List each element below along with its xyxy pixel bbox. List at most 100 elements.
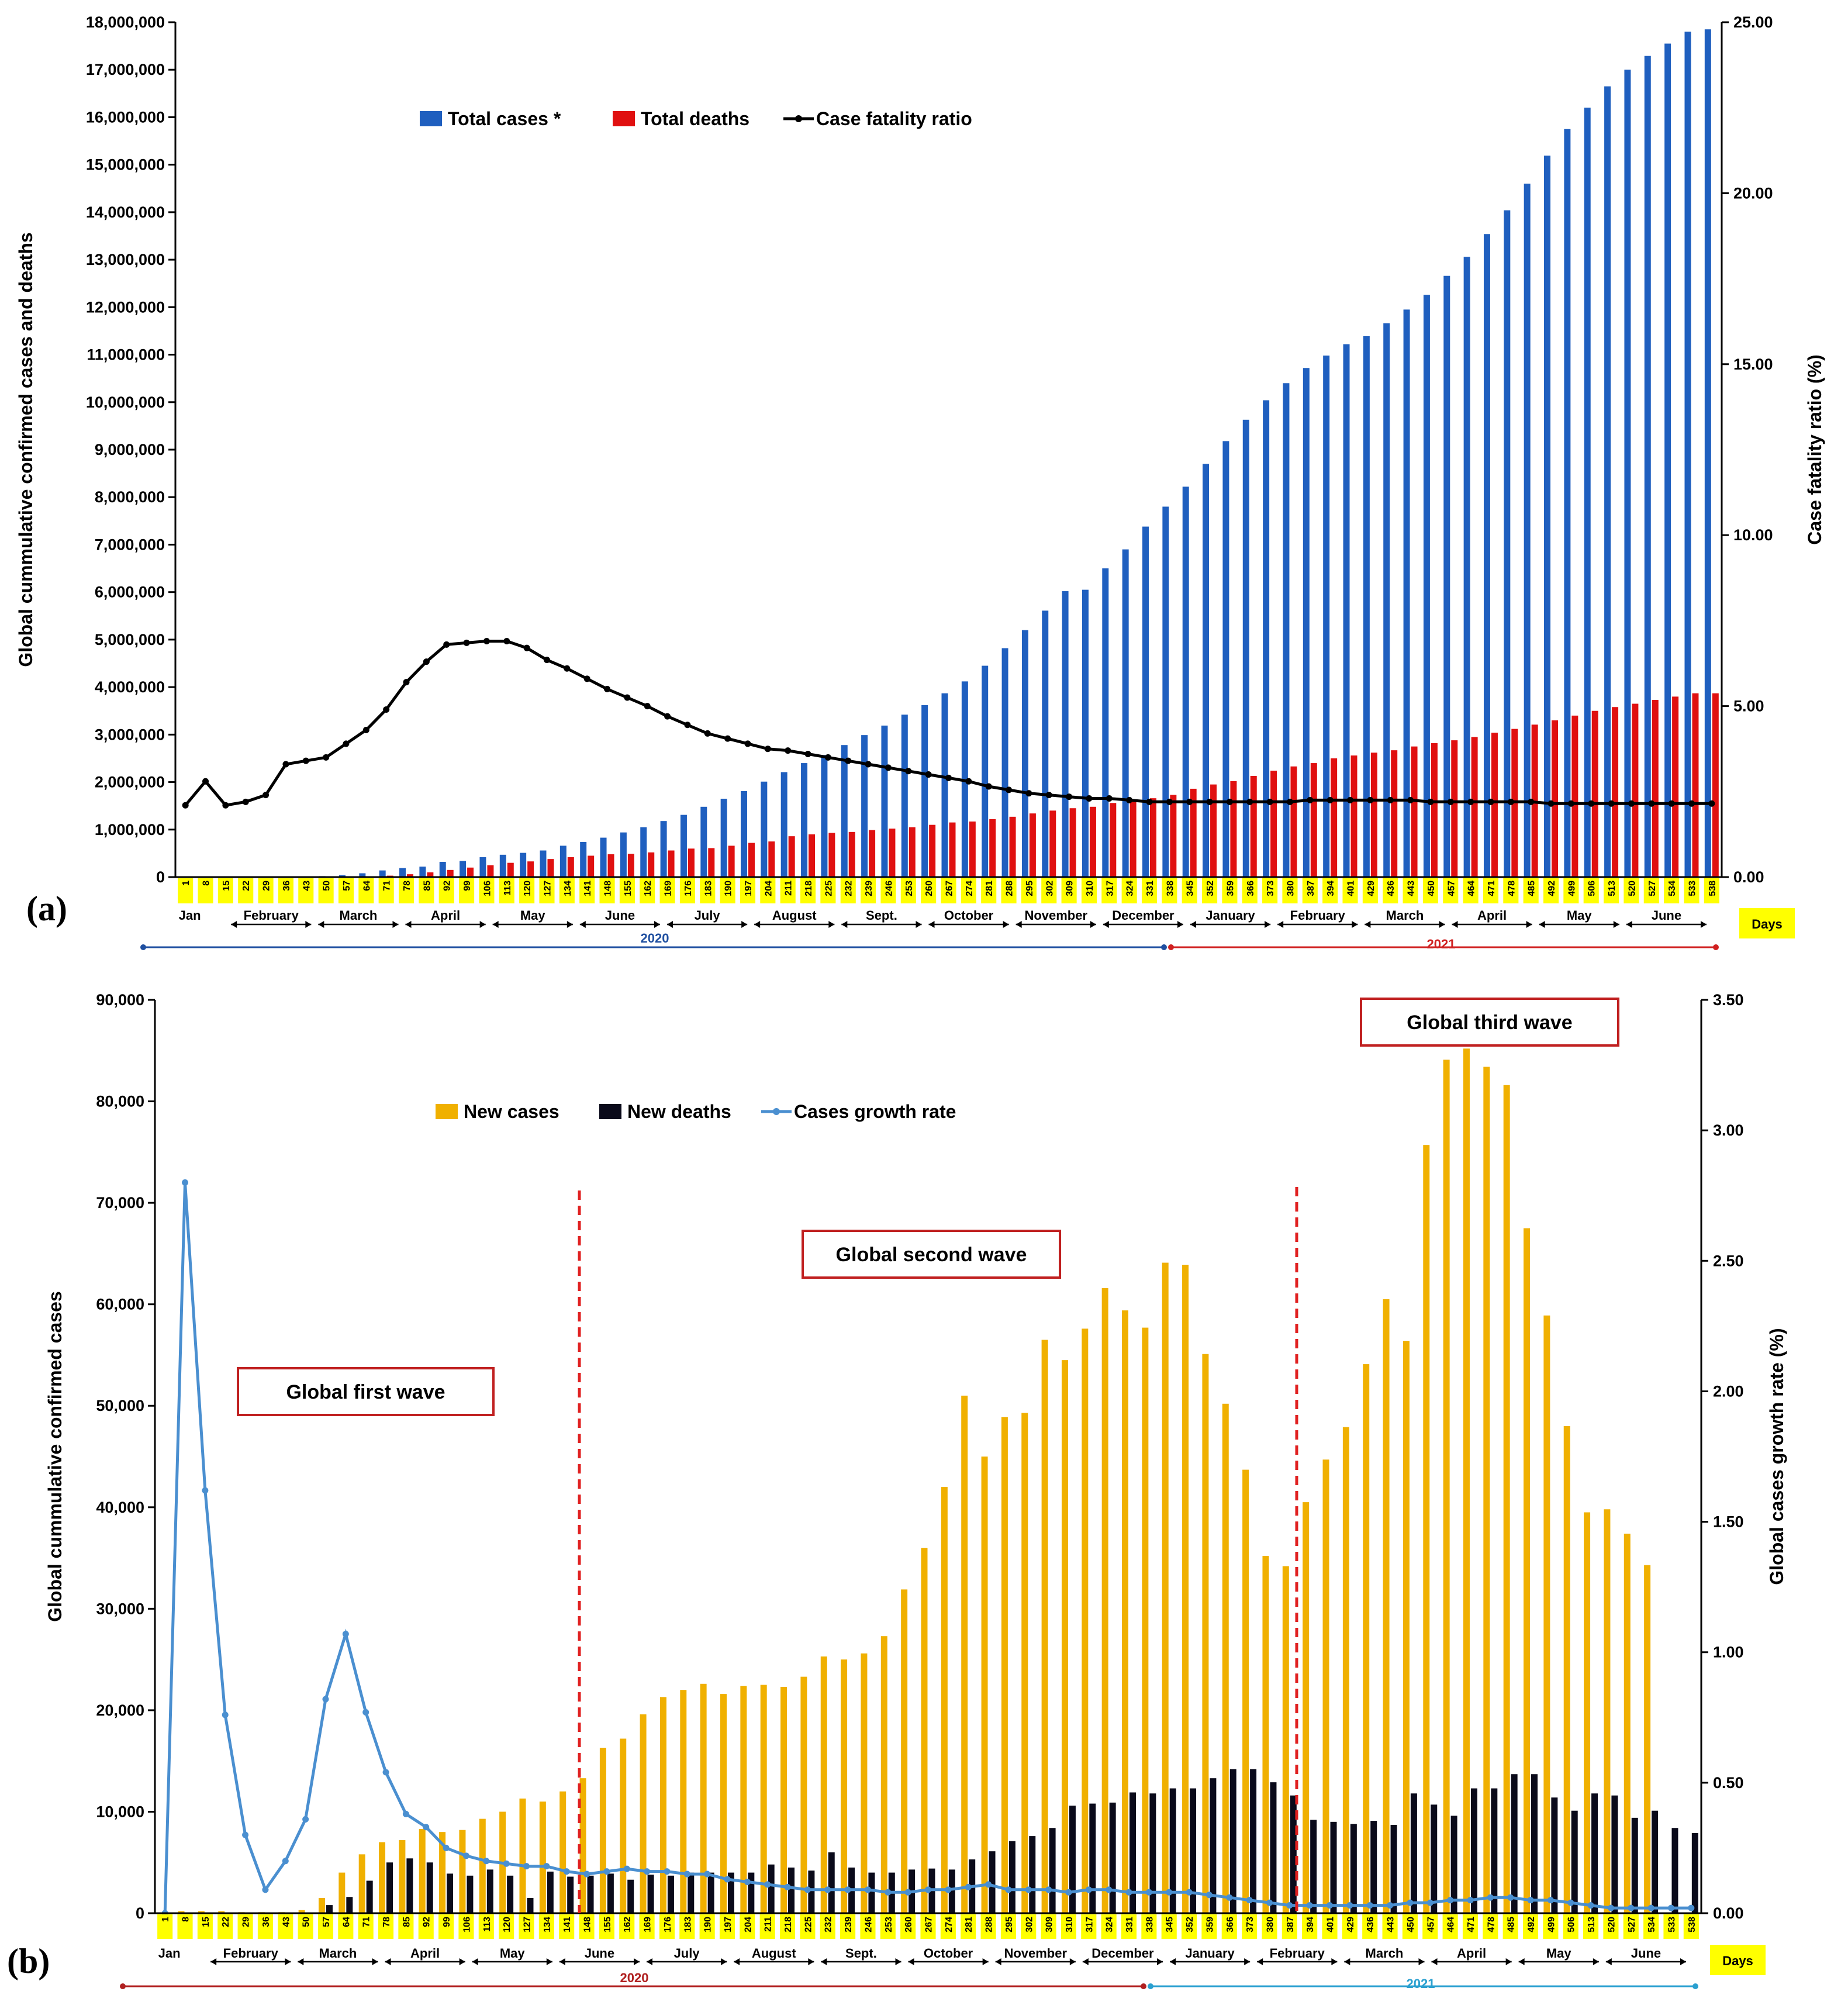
line-point	[1266, 798, 1273, 805]
month-arrow-head	[1431, 1958, 1438, 1965]
month-label: April	[1477, 908, 1507, 923]
line-point	[282, 761, 289, 768]
day-box	[479, 878, 495, 903]
day-label: 148	[583, 1917, 593, 1932]
day-box	[920, 1914, 936, 1939]
day-box	[1101, 1914, 1117, 1939]
day-box	[1483, 878, 1499, 903]
line-point	[403, 679, 410, 686]
bar-new-deaths	[326, 1905, 333, 1913]
line-point	[623, 1865, 630, 1872]
line-point	[1327, 1902, 1334, 1909]
bar-new-cases	[1242, 1469, 1249, 1913]
day-box	[1182, 1914, 1197, 1939]
y-tick-label: 30,000	[96, 1600, 144, 1617]
month-arrow-head	[1505, 1958, 1512, 1965]
day-label: 190	[703, 1917, 713, 1932]
day-box	[1041, 1914, 1056, 1939]
day-label: 239	[844, 1917, 854, 1932]
legend-swatch	[420, 111, 442, 126]
month-label: February	[244, 908, 299, 923]
bar-total-deaths	[949, 822, 956, 877]
day-label: 380	[1265, 1917, 1275, 1932]
bar-total-cases	[921, 705, 928, 877]
day-box	[800, 1914, 816, 1939]
line-point	[1005, 1886, 1012, 1893]
day-box	[1121, 878, 1137, 903]
line-point	[563, 1868, 570, 1875]
day-box	[1081, 878, 1097, 903]
line-point	[845, 757, 852, 764]
month-arrow-head	[546, 1958, 552, 1965]
bar-total-cases	[520, 853, 527, 877]
line-point	[945, 774, 952, 781]
day-label: 366	[1225, 1917, 1235, 1932]
bar-new-cases	[841, 1659, 848, 1913]
bar-total-deaths	[1250, 775, 1257, 877]
bar-new-cases	[198, 1911, 205, 1913]
day-box	[719, 1914, 735, 1939]
month-arrow-head	[1613, 921, 1619, 928]
day-box	[1382, 1914, 1398, 1939]
bar-new-deaths	[1691, 1833, 1698, 1913]
month-arrow-head	[1626, 921, 1632, 928]
bar-new-deaths	[948, 1869, 955, 1913]
bar-new-cases	[1624, 1533, 1631, 1913]
line-point	[182, 802, 189, 809]
day-box	[981, 878, 997, 903]
y-tick-label: 4,000,000	[95, 678, 165, 696]
bar-new-cases	[1644, 1565, 1651, 1913]
month-arrow-head	[1365, 921, 1371, 928]
line-point	[1346, 1902, 1353, 1909]
bar-total-cases	[881, 725, 888, 877]
bar-total-deaths	[1110, 803, 1117, 877]
line-cases-growth-rate	[163, 1182, 1691, 1914]
y2-tick-label: 20.00	[1733, 184, 1773, 202]
day-box	[298, 878, 314, 903]
bar-new-cases	[1604, 1509, 1611, 1913]
line-point	[885, 1889, 892, 1896]
day-box	[1081, 1914, 1097, 1939]
month-arrow-head	[916, 921, 922, 928]
bar-new-cases	[358, 1854, 365, 1913]
day-label: 394	[1305, 1917, 1315, 1932]
day-box	[699, 1914, 715, 1939]
y-axis-title: Global cummulative confirmed cases and d…	[15, 232, 36, 667]
y-tick-label: 3,000,000	[95, 726, 165, 743]
day-label: 148	[603, 881, 613, 896]
month-arrow-head	[741, 921, 748, 928]
month-arrow-head	[479, 921, 486, 928]
line-point	[1647, 1904, 1654, 1911]
day-label: 267	[924, 1917, 934, 1932]
y2-axis-title: Case fatality ratio (%)	[1804, 354, 1825, 544]
bar-total-cases	[1021, 630, 1028, 877]
line-point	[1246, 1897, 1253, 1904]
bar-new-cases	[861, 1653, 868, 1913]
bar-total-deaths	[1471, 737, 1478, 877]
day-box	[1643, 1914, 1659, 1939]
line-point	[462, 1852, 469, 1859]
day-label: 352	[1185, 1917, 1195, 1932]
line-point	[182, 1179, 189, 1186]
bar-new-deaths	[1350, 1824, 1357, 1913]
day-label: 218	[783, 1917, 793, 1932]
y2-tick-label: 10.00	[1733, 526, 1773, 544]
bar-new-deaths	[1652, 1810, 1659, 1913]
month-label: February	[223, 1946, 279, 1961]
day-label: 22	[221, 1917, 231, 1927]
line-point	[222, 1711, 229, 1718]
day-label: 183	[683, 1917, 693, 1932]
y2-tick-label: 0.50	[1713, 1774, 1744, 1792]
day-label: 295	[1025, 881, 1035, 896]
bar-new-deaths	[1250, 1769, 1257, 1913]
y-tick-label: 13,000,000	[86, 251, 165, 268]
y-tick-label: 80,000	[96, 1093, 144, 1110]
day-box	[1502, 1914, 1518, 1939]
line-point	[804, 750, 811, 757]
bar-total-cases	[1323, 356, 1330, 877]
month-label: July	[674, 1946, 700, 1961]
day-label: 64	[341, 1917, 351, 1927]
bar-new-cases	[298, 1910, 305, 1913]
year-line-end	[120, 1983, 126, 1989]
y-tick-label: 70,000	[96, 1194, 144, 1212]
